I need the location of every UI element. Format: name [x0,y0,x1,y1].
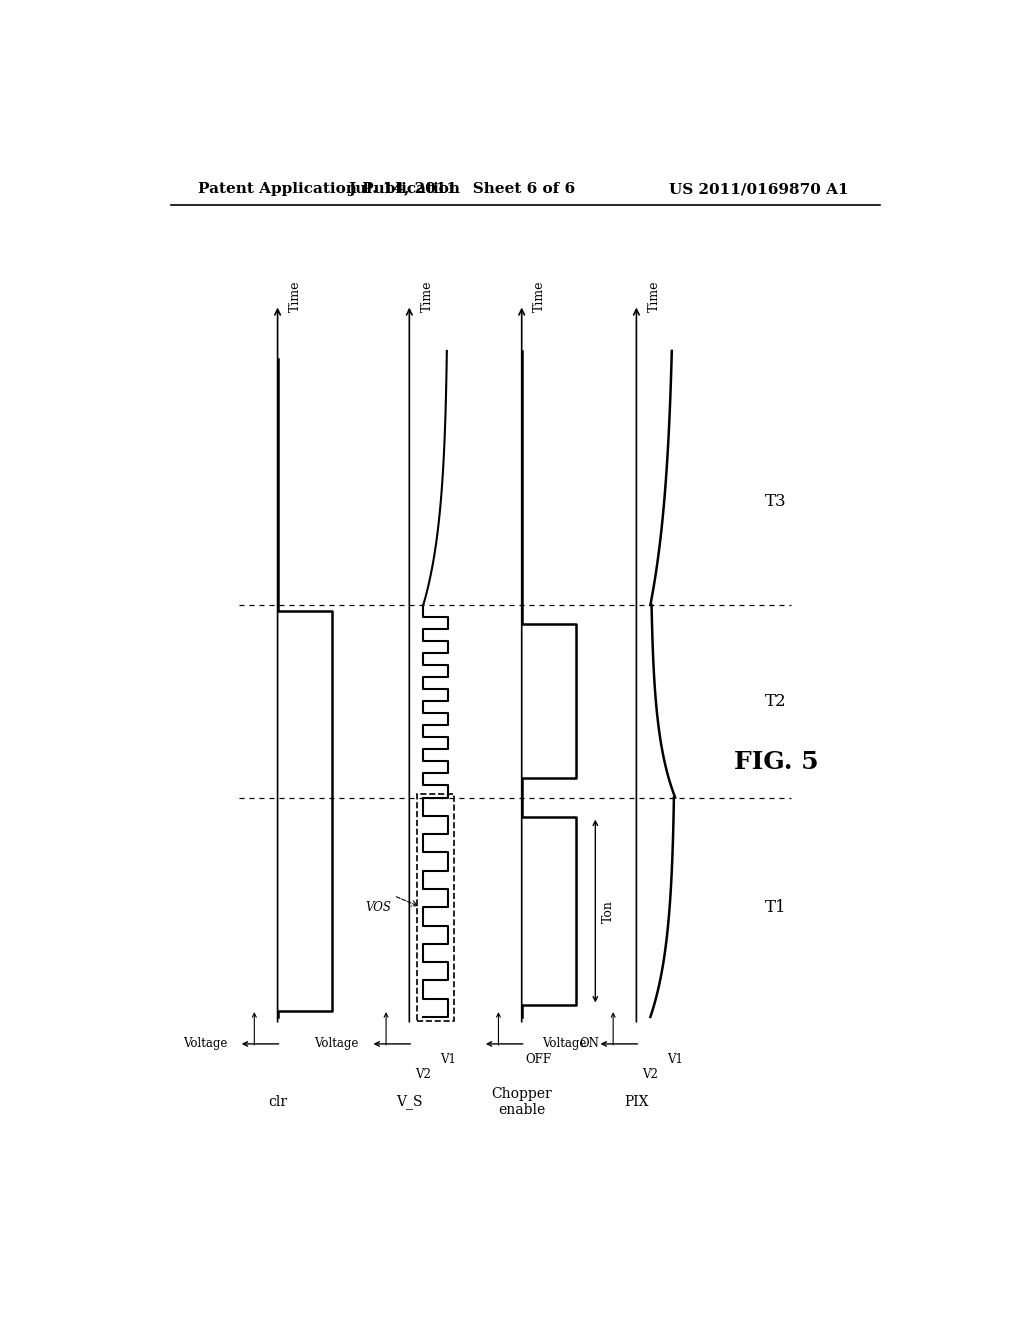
Text: FIG. 5: FIG. 5 [733,750,818,775]
Text: V2: V2 [642,1068,658,1081]
Text: T1: T1 [765,899,786,916]
Text: T2: T2 [765,693,786,710]
Text: Jul. 14, 2011   Sheet 6 of 6: Jul. 14, 2011 Sheet 6 of 6 [348,182,574,197]
Text: Time: Time [421,281,434,313]
Text: Voltage: Voltage [542,1038,586,1051]
Text: Voltage: Voltage [183,1038,227,1051]
Text: Chopper
enable: Chopper enable [492,1086,552,1117]
Text: US 2011/0169870 A1: US 2011/0169870 A1 [669,182,849,197]
Text: V1: V1 [440,1053,456,1065]
Text: Time: Time [534,281,547,313]
Bar [417,793,455,1020]
Text: Time: Time [648,281,662,313]
Text: clr: clr [268,1094,287,1109]
Text: Ton: Ton [601,900,614,923]
Text: V1: V1 [668,1053,683,1065]
Text: Voltage: Voltage [314,1038,359,1051]
Text: T3: T3 [765,492,786,510]
Text: Time: Time [289,281,302,313]
Text: OFF: OFF [525,1053,552,1065]
Text: V2: V2 [416,1068,431,1081]
Text: Patent Application Publication: Patent Application Publication [198,182,460,197]
Text: VOS: VOS [366,900,391,913]
Text: V_S: V_S [396,1094,423,1109]
Text: PIX: PIX [625,1094,648,1109]
Text: ON: ON [580,1038,600,1051]
